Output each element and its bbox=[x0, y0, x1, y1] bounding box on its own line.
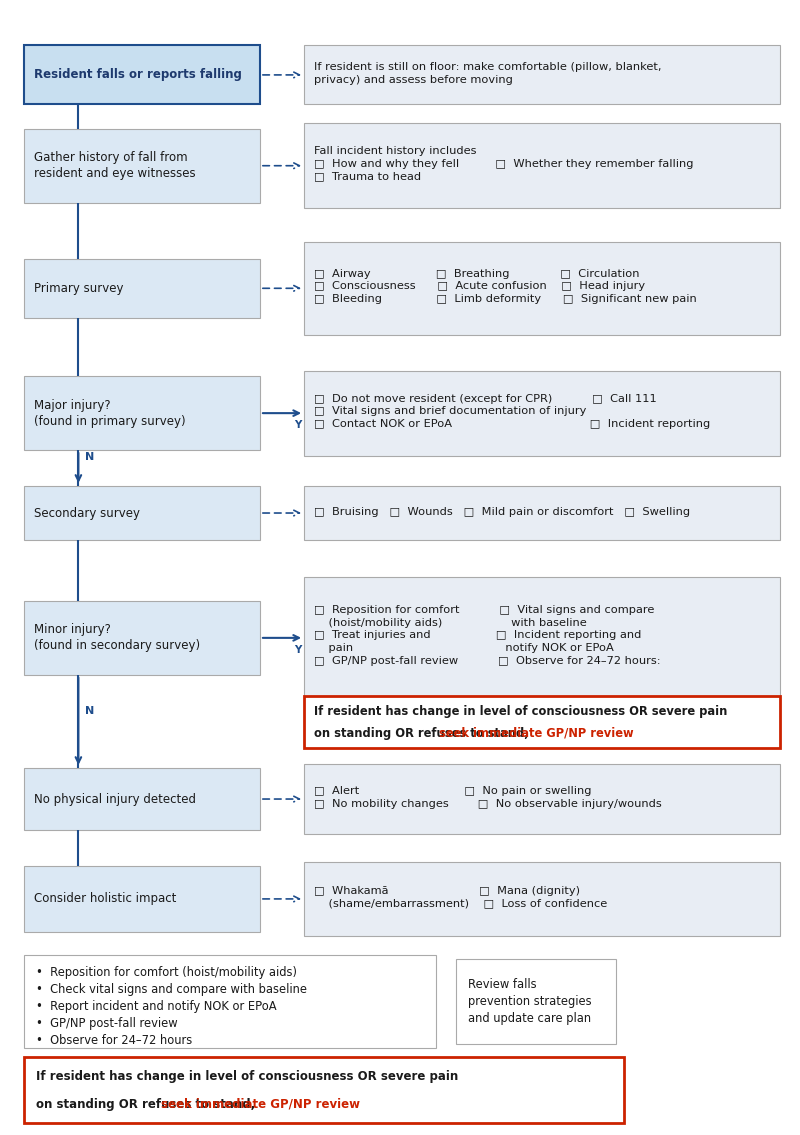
Text: If resident has change in level of consciousness OR severe pain: If resident has change in level of consc… bbox=[36, 1070, 458, 1083]
Bar bbox=[304, 577, 780, 699]
Bar bbox=[304, 863, 780, 935]
Bar bbox=[24, 602, 260, 674]
Text: Major injury?
(found in primary survey): Major injury? (found in primary survey) bbox=[34, 398, 186, 428]
Bar bbox=[304, 764, 780, 834]
Text: N: N bbox=[85, 706, 94, 716]
Bar bbox=[304, 242, 780, 335]
Text: •  Reposition for comfort (hoist/mobility aids)
•  Check vital signs and compare: • Reposition for comfort (hoist/mobility… bbox=[36, 966, 307, 1046]
Text: No physical injury detected: No physical injury detected bbox=[34, 792, 195, 806]
Text: Minor injury?
(found in secondary survey): Minor injury? (found in secondary survey… bbox=[34, 623, 200, 653]
Text: Review falls
prevention strategies
and update care plan: Review falls prevention strategies and u… bbox=[468, 977, 592, 1025]
Text: □  Bruising   □  Wounds   □  Mild pain or discomfort   □  Swelling: □ Bruising □ Wounds □ Mild pain or disco… bbox=[314, 507, 690, 516]
Text: Y: Y bbox=[294, 420, 302, 430]
Text: Resident falls or reports falling: Resident falls or reports falling bbox=[34, 68, 242, 82]
Bar bbox=[24, 486, 260, 540]
Text: N: N bbox=[85, 452, 94, 462]
Text: seek immediate GP/NP review: seek immediate GP/NP review bbox=[162, 1098, 360, 1110]
Text: Fall incident history includes
□  How and why they fell          □  Whether they: Fall incident history includes □ How and… bbox=[314, 146, 693, 182]
Text: If resident is still on floor: make comfortable (pillow, blanket,
privacy) and a: If resident is still on floor: make comf… bbox=[314, 62, 661, 85]
Text: Consider holistic impact: Consider holistic impact bbox=[34, 892, 176, 906]
Text: Secondary survey: Secondary survey bbox=[34, 506, 139, 520]
Text: □  Whakamā                         □  Mana (dignity)
    (shame/embarrassment)  : □ Whakamā □ Mana (dignity) (shame/embarr… bbox=[314, 886, 607, 909]
Bar bbox=[304, 45, 780, 104]
Bar bbox=[24, 1057, 624, 1123]
Bar bbox=[24, 128, 260, 202]
Text: If resident has change in level of consciousness OR severe pain: If resident has change in level of consc… bbox=[314, 705, 727, 718]
Text: □  Alert                             □  No pain or swelling
□  No mobility chang: □ Alert □ No pain or swelling □ No mobil… bbox=[314, 787, 662, 809]
Text: on standing OR refuses to stand,: on standing OR refuses to stand, bbox=[36, 1098, 259, 1110]
Bar bbox=[304, 124, 780, 209]
Text: □  Airway                  □  Breathing              □  Circulation
□  Conscious: □ Airway □ Breathing □ Circulation □ Con… bbox=[314, 269, 696, 304]
Text: Gather history of fall from
resident and eye witnesses: Gather history of fall from resident and… bbox=[34, 151, 195, 180]
Bar bbox=[456, 958, 616, 1044]
Bar bbox=[24, 259, 260, 318]
Bar bbox=[24, 955, 436, 1048]
Text: Primary survey: Primary survey bbox=[34, 281, 123, 295]
Text: □  Reposition for comfort           □  Vital signs and compare
    (hoist/mobili: □ Reposition for comfort □ Vital signs a… bbox=[314, 605, 660, 665]
Bar bbox=[24, 866, 260, 932]
Text: Y: Y bbox=[294, 645, 302, 655]
Bar bbox=[24, 376, 260, 449]
Text: on standing OR refuses to stand,: on standing OR refuses to stand, bbox=[314, 726, 532, 740]
Text: □  Do not move resident (except for CPR)           □  Call 111
□  Vital signs an: □ Do not move resident (except for CPR) … bbox=[314, 394, 710, 429]
Bar bbox=[304, 486, 780, 540]
Bar bbox=[24, 45, 260, 104]
Bar bbox=[304, 696, 780, 748]
Text: seek immediate GP/NP review: seek immediate GP/NP review bbox=[439, 726, 634, 740]
Bar bbox=[304, 370, 780, 455]
Bar bbox=[24, 768, 260, 831]
